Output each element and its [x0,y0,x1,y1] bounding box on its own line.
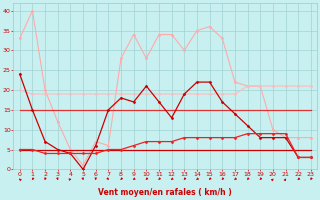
X-axis label: Vent moyen/en rafales ( km/h ): Vent moyen/en rafales ( km/h ) [99,188,232,197]
